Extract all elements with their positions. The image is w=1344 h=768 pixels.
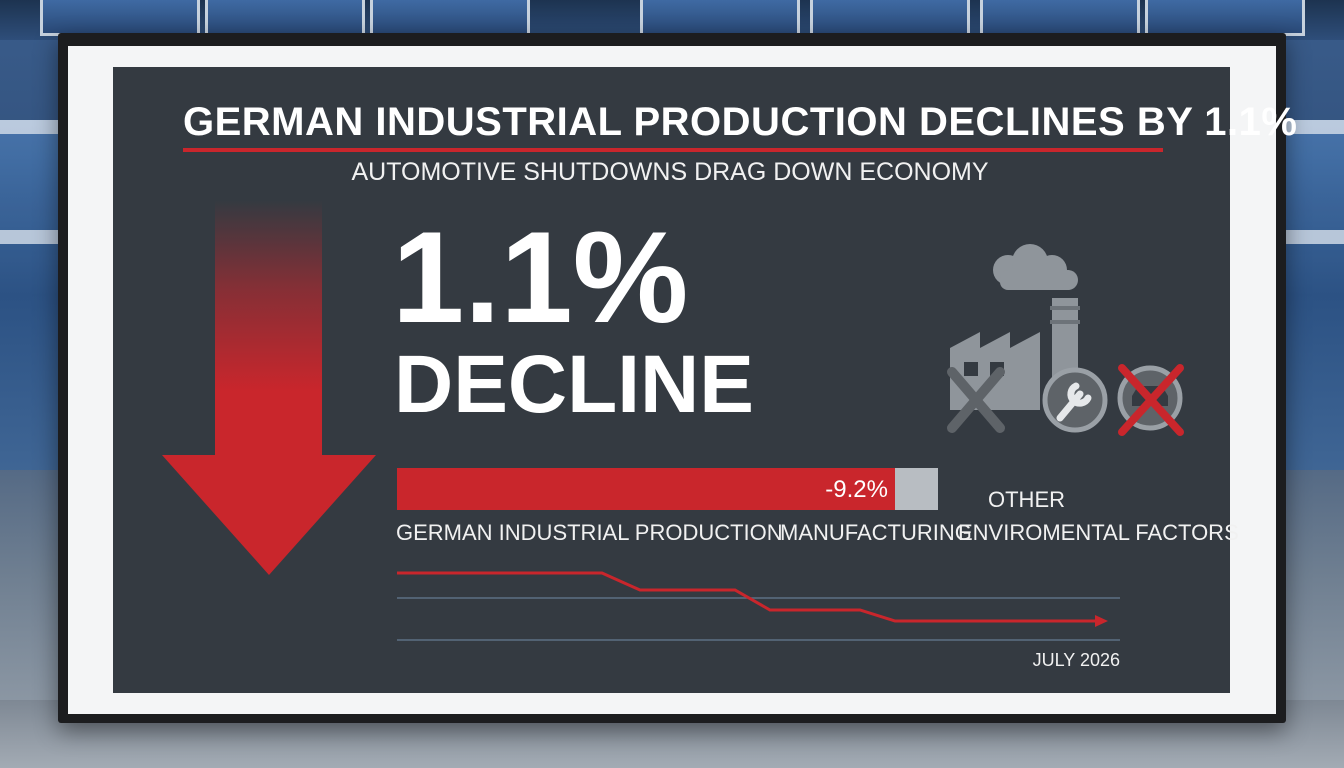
headline-underline [183,148,1163,152]
headline: GERMAN INDUSTRIAL PRODUCTION DECLINES BY… [183,100,1298,144]
ceiling-panel [370,0,530,36]
factory-crossed-icon [947,367,1005,433]
label-environmental-factors: ENVIROMENTAL FACTORS [958,520,1239,545]
label-manufacturing: MANUFACTURING [780,520,972,545]
smoke-icon [993,244,1078,290]
ceiling-panel [640,0,800,36]
label-other: OTHER [988,487,1065,512]
industry-icons [947,244,1184,436]
subheadline: AUTOMOTIVE SHUTDOWNS DRAG DOWN ECONOMY [351,158,989,186]
trend-line [397,571,1095,623]
light-strip [1274,230,1344,244]
bar-value: -9.2% [825,476,888,503]
progress-bar [397,468,938,510]
down-arrow-icon [162,455,376,575]
down-arrow-shaft [215,200,322,455]
ceiling-panel [1145,0,1305,36]
ceiling-panel [205,0,365,36]
ceiling-panel [40,0,200,36]
stat-label: DECLINE [394,339,754,430]
progress-bar-fill [397,468,895,510]
ceiling-panel [810,0,970,36]
wrench-icon [1042,367,1108,433]
label-german-industrial-production: GERMAN INDUSTRIAL PRODUCTION [396,520,783,545]
car-crossed-icon [1117,364,1184,436]
light-strip [1274,120,1344,134]
ceiling-panel [980,0,1140,36]
light-strip [0,230,70,244]
light-strip [0,120,70,134]
stat-value: 1.1% [392,204,689,350]
trend-line-chart [397,571,1120,641]
trend-date: JULY 2026 [1032,650,1120,670]
trend-arrowhead-icon [1095,615,1108,627]
